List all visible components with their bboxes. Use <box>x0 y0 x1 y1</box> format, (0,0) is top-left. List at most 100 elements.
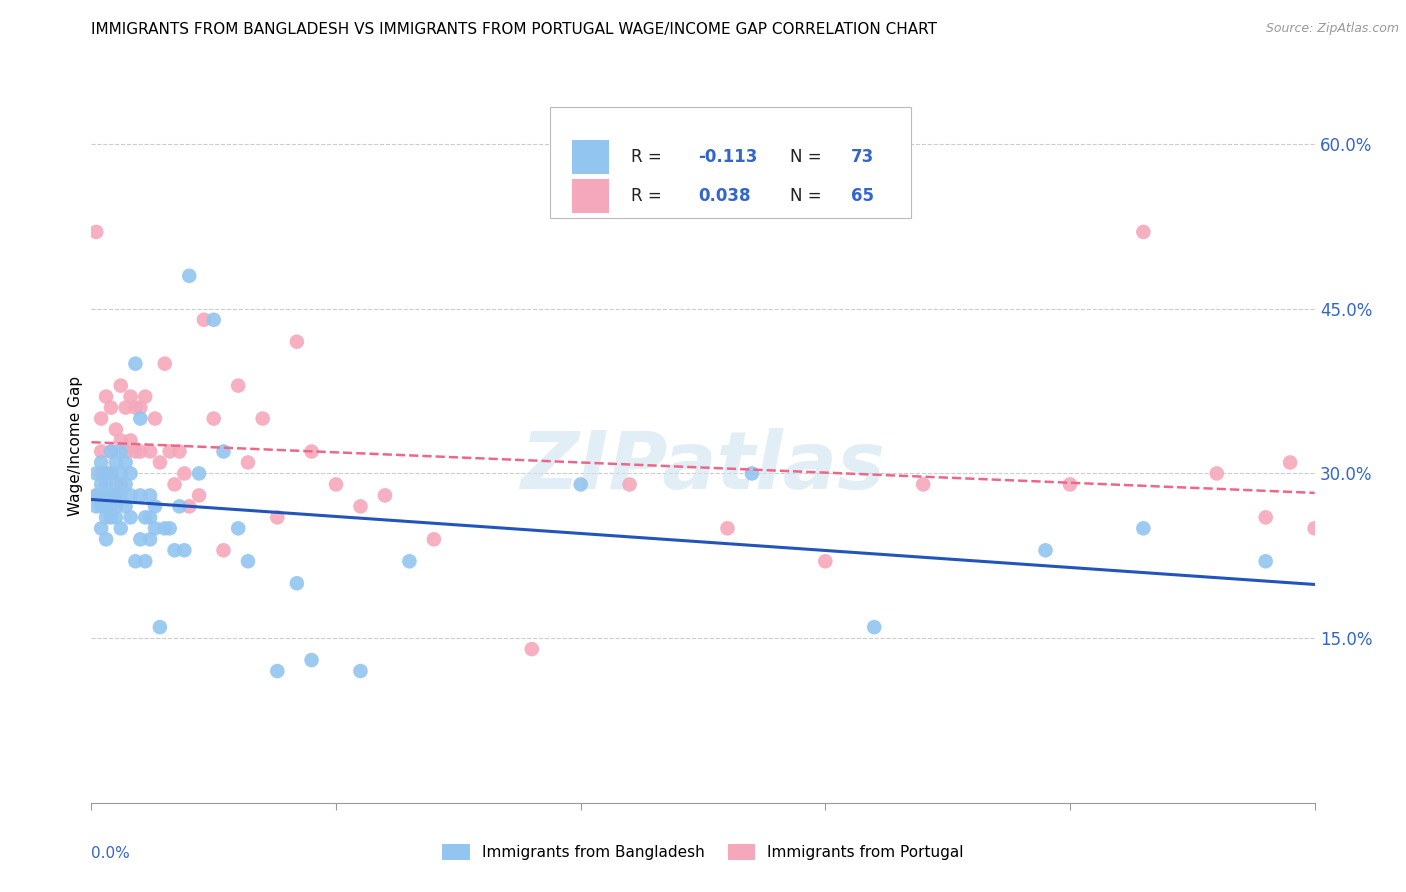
Point <box>114 455 136 469</box>
Text: R =: R = <box>631 148 666 166</box>
Point <box>1132 521 1154 535</box>
Point <box>104 477 127 491</box>
Point <box>124 554 146 568</box>
Point <box>110 521 132 535</box>
Point <box>159 444 181 458</box>
Point <box>94 488 117 502</box>
Bar <box>572 140 609 174</box>
Point <box>863 620 886 634</box>
Point <box>236 554 259 568</box>
Point <box>569 477 592 491</box>
Point <box>110 477 132 491</box>
Point <box>110 444 132 458</box>
Point <box>90 477 112 491</box>
Point <box>741 467 763 481</box>
Point <box>1303 521 1326 535</box>
Point <box>163 543 186 558</box>
Point <box>912 477 935 491</box>
Point <box>398 554 420 568</box>
FancyBboxPatch shape <box>550 107 911 218</box>
Point <box>110 378 132 392</box>
Point <box>716 521 738 535</box>
Point <box>104 455 127 469</box>
Bar <box>572 179 609 213</box>
Point <box>143 411 166 425</box>
Point <box>124 401 146 415</box>
Point <box>169 500 191 514</box>
Point <box>619 477 641 491</box>
Point <box>1035 543 1057 558</box>
Point <box>129 444 152 458</box>
Text: 0.038: 0.038 <box>699 187 751 205</box>
Point <box>120 390 142 404</box>
Point <box>1279 455 1302 469</box>
Point <box>129 488 152 502</box>
Point <box>94 467 117 481</box>
Point <box>143 500 166 514</box>
Point <box>520 642 543 657</box>
Point <box>90 455 112 469</box>
Point <box>100 488 122 502</box>
Point <box>84 488 107 502</box>
Point <box>139 510 162 524</box>
Point <box>143 521 166 535</box>
Legend: Immigrants from Bangladesh, Immigrants from Portugal: Immigrants from Bangladesh, Immigrants f… <box>436 838 970 866</box>
Point <box>104 488 127 502</box>
Point <box>153 521 176 535</box>
Point <box>325 477 347 491</box>
Point <box>169 444 191 458</box>
Point <box>374 488 396 502</box>
Text: 73: 73 <box>851 148 875 166</box>
Point <box>100 444 122 458</box>
Text: N =: N = <box>790 148 827 166</box>
Point <box>134 510 156 524</box>
Point <box>226 521 249 535</box>
Point <box>1059 477 1081 491</box>
Point <box>90 467 112 481</box>
Point <box>179 500 201 514</box>
Point <box>120 510 142 524</box>
Point <box>212 444 235 458</box>
Point <box>423 533 446 547</box>
Point <box>94 488 117 502</box>
Point <box>139 444 162 458</box>
Point <box>100 510 122 524</box>
Point <box>159 521 181 535</box>
Point <box>301 444 323 458</box>
Point <box>84 488 107 502</box>
Point <box>114 401 136 415</box>
Point <box>104 500 127 514</box>
Point <box>1205 467 1227 481</box>
Point <box>84 467 107 481</box>
Text: IMMIGRANTS FROM BANGLADESH VS IMMIGRANTS FROM PORTUGAL WAGE/INCOME GAP CORRELATI: IMMIGRANTS FROM BANGLADESH VS IMMIGRANTS… <box>91 22 938 37</box>
Point <box>236 455 259 469</box>
Point <box>104 488 127 502</box>
Point <box>349 500 371 514</box>
Point <box>94 510 117 524</box>
Point <box>100 500 122 514</box>
Point <box>114 444 136 458</box>
Point <box>90 521 112 535</box>
Point <box>266 510 288 524</box>
Point <box>139 488 162 502</box>
Point <box>110 488 132 502</box>
Text: 0.0%: 0.0% <box>91 846 131 861</box>
Point <box>188 467 211 481</box>
Point <box>266 664 288 678</box>
Point <box>173 543 195 558</box>
Text: Source: ZipAtlas.com: Source: ZipAtlas.com <box>1265 22 1399 36</box>
Point <box>226 378 249 392</box>
Point <box>188 488 211 502</box>
Point <box>104 423 127 437</box>
Point <box>104 510 127 524</box>
Point <box>202 411 225 425</box>
Point <box>120 467 142 481</box>
Point <box>301 653 323 667</box>
Point <box>94 500 117 514</box>
Text: -0.113: -0.113 <box>699 148 758 166</box>
Point <box>84 500 107 514</box>
Point <box>1132 225 1154 239</box>
Point <box>173 467 195 481</box>
Point <box>212 543 235 558</box>
Point <box>129 533 152 547</box>
